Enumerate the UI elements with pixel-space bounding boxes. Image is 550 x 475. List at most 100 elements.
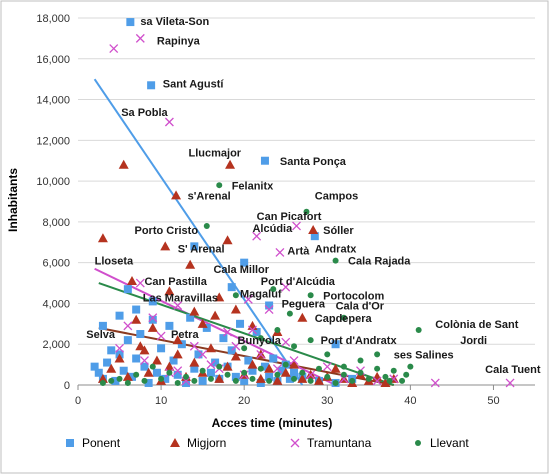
point-label: Cala Millor — [213, 264, 269, 276]
point-label: Las Maravillas — [143, 292, 218, 304]
data-point — [332, 379, 339, 386]
data-point — [205, 343, 216, 353]
data-point — [315, 365, 322, 372]
data-point — [123, 285, 132, 294]
data-point — [310, 232, 319, 241]
data-point — [324, 373, 331, 380]
data-point — [173, 366, 183, 376]
data-point — [380, 377, 391, 387]
data-point — [260, 156, 269, 165]
data-point — [292, 221, 301, 231]
data-point — [97, 373, 108, 383]
point-label: Alcúdia — [252, 223, 293, 235]
data-point — [172, 349, 183, 359]
data-point — [285, 374, 294, 383]
data-point — [148, 297, 157, 306]
data-point — [135, 33, 145, 43]
data-point — [169, 356, 178, 365]
data-point — [223, 327, 233, 337]
data-point — [505, 378, 515, 388]
data-point — [240, 258, 249, 267]
data-point — [190, 242, 199, 251]
point-label: Bunyola — [238, 335, 282, 347]
point-label: Can Picafort — [257, 211, 322, 223]
data-point — [219, 334, 228, 343]
data-point — [274, 326, 281, 333]
data-point — [135, 278, 145, 288]
data-point — [140, 362, 149, 371]
data-point — [272, 375, 283, 385]
data-point — [339, 374, 349, 384]
data-point — [122, 371, 133, 381]
data-point — [123, 336, 132, 345]
data-point — [407, 363, 414, 370]
data-point — [210, 310, 221, 320]
data-point — [160, 241, 171, 251]
data-point — [349, 377, 356, 384]
legend-marker — [415, 440, 421, 446]
data-point — [247, 359, 258, 369]
point-label: Port d'Alcúdia — [261, 276, 336, 288]
data-point — [236, 319, 245, 328]
point-label: Magaluf — [240, 288, 282, 300]
data-point — [224, 371, 231, 378]
y-tick-label: 14,000 — [36, 95, 70, 107]
data-point — [243, 294, 253, 304]
data-point — [231, 341, 241, 351]
data-point — [94, 368, 103, 377]
data-point — [260, 362, 269, 371]
point-label: Felanitx — [232, 180, 274, 192]
data-point — [199, 367, 206, 374]
data-point — [241, 345, 248, 352]
data-point — [340, 371, 347, 378]
data-point — [106, 363, 117, 373]
data-point — [280, 367, 291, 377]
data-point — [255, 373, 266, 383]
x-tick-label: 30 — [321, 395, 333, 407]
data-point — [194, 350, 203, 359]
data-point — [216, 363, 223, 370]
data-point — [164, 361, 175, 371]
point-label: Colònia de Sant — [435, 319, 518, 331]
data-point — [216, 182, 223, 189]
y-tick-label: 12,000 — [36, 135, 70, 147]
data-point — [148, 313, 158, 323]
point-label: Can Pastilla — [144, 276, 207, 288]
point-label: Sant Agustí — [163, 78, 225, 90]
data-point — [114, 353, 125, 363]
data-point — [415, 326, 422, 333]
point-label: Jordi — [460, 335, 487, 347]
data-point — [225, 159, 236, 169]
data-point — [340, 314, 347, 321]
data-point — [189, 306, 200, 316]
data-point — [119, 366, 128, 375]
data-point — [374, 351, 381, 358]
data-point — [340, 363, 347, 370]
data-point — [191, 377, 198, 384]
point-label: Llucmajor — [189, 148, 242, 160]
data-point — [173, 370, 182, 379]
data-point — [164, 117, 174, 127]
data-point — [206, 368, 215, 377]
x-tick-label: 40 — [404, 395, 416, 407]
data-point — [386, 377, 393, 384]
data-point — [248, 366, 257, 375]
data-point — [240, 376, 249, 385]
data-point — [118, 159, 129, 169]
legend-item-ponent: Ponent — [66, 436, 121, 450]
legend-label: Ponent — [82, 436, 121, 450]
data-point — [174, 379, 181, 386]
point-label: Selva — [86, 329, 116, 341]
data-point — [308, 225, 319, 235]
data-point — [289, 359, 300, 369]
data-point — [108, 377, 115, 384]
data-point — [307, 292, 314, 299]
data-point — [266, 377, 273, 384]
data-point — [299, 369, 306, 376]
data-point — [183, 373, 190, 380]
data-point — [124, 379, 131, 386]
data-point — [185, 259, 196, 269]
data-point — [132, 354, 141, 363]
data-point — [151, 355, 162, 365]
